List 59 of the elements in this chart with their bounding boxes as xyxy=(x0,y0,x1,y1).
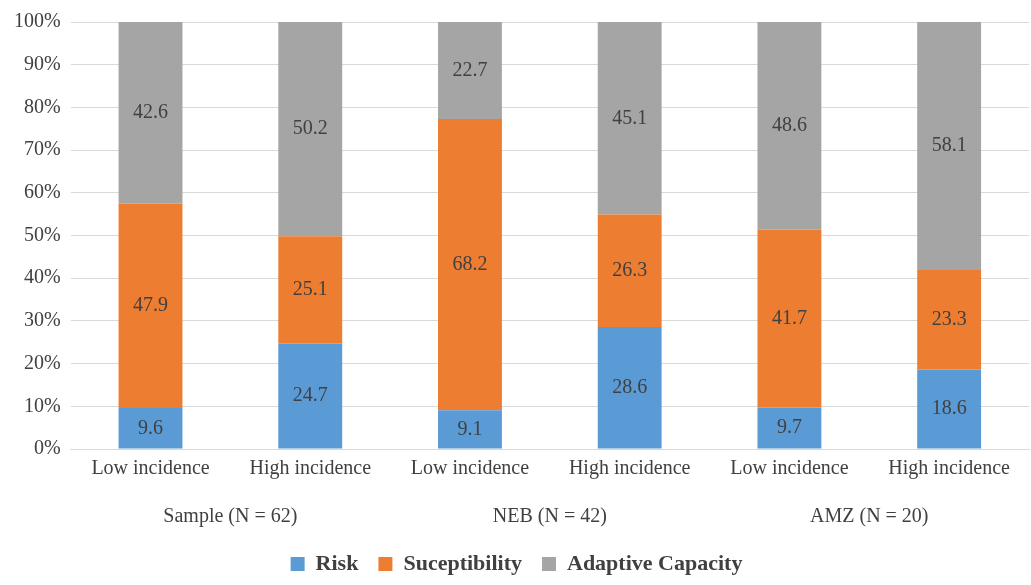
y-tick-label: 90% xyxy=(23,51,61,74)
legend-label: Suceptibility xyxy=(403,549,522,575)
y-tick-label: 80% xyxy=(23,94,61,117)
x-tick-label: High incidence xyxy=(249,456,372,480)
data-label: 68.2 xyxy=(452,251,488,274)
y-tick-label: 30% xyxy=(23,308,61,331)
bar xyxy=(757,22,822,230)
y-tick-label: 70% xyxy=(23,137,61,160)
data-label: 25.1 xyxy=(292,277,328,300)
data-label: 48.6 xyxy=(771,113,807,136)
bar xyxy=(278,343,343,449)
bar xyxy=(438,118,502,411)
bar xyxy=(917,369,982,449)
y-tick-label: 50% xyxy=(23,222,61,245)
data-label: 23.3 xyxy=(931,307,967,330)
data-label: 42.6 xyxy=(133,99,169,122)
data-label: 24.7 xyxy=(292,383,328,406)
data-label: 9.7 xyxy=(776,415,802,438)
y-tick-label: 60% xyxy=(23,180,61,203)
bar xyxy=(597,214,662,327)
bar xyxy=(917,270,982,370)
data-label: 47.9 xyxy=(133,292,169,315)
y-tick-label: 20% xyxy=(23,350,61,373)
bar xyxy=(438,22,502,119)
legend-label: Adaptive Capacity xyxy=(566,549,743,575)
data-label: 26.3 xyxy=(612,257,648,280)
y-tick-label: 0% xyxy=(33,436,61,459)
text: NEB (N = 42) xyxy=(492,504,607,528)
data-label: 9.6 xyxy=(138,415,164,438)
x-tick-label: High incidence xyxy=(888,456,1011,480)
data-label: 9.1 xyxy=(457,416,483,439)
bar xyxy=(757,229,822,408)
bar xyxy=(118,408,183,449)
x-tick-label: Low incidence xyxy=(410,456,530,479)
y-tick-label: 100% xyxy=(13,9,61,32)
y-tick-label: 40% xyxy=(23,265,61,288)
bar xyxy=(438,410,502,449)
x-tick-label: Low incidence xyxy=(730,456,849,479)
bar xyxy=(278,22,343,237)
legend-label: Risk xyxy=(315,549,360,575)
data-label: 22.7 xyxy=(452,57,488,80)
x-tick-label: High incidence xyxy=(568,456,691,480)
data-label: 41.7 xyxy=(771,305,807,328)
text: AMZ (N = 20) xyxy=(810,504,929,528)
data-label: 18.6 xyxy=(931,396,967,419)
bar xyxy=(118,22,183,204)
bar xyxy=(917,22,982,271)
y-tick-label: 10% xyxy=(23,393,61,416)
bar xyxy=(757,407,822,449)
bar xyxy=(278,236,343,344)
bar xyxy=(118,203,183,409)
data-label: 28.6 xyxy=(612,374,648,397)
data-label: 50.2 xyxy=(292,116,328,139)
text: Sample (N = 62) xyxy=(163,504,298,528)
bar xyxy=(597,326,662,449)
bar xyxy=(597,22,662,215)
x-tick-label: Low incidence xyxy=(91,456,210,479)
data-label: 58.1 xyxy=(931,133,967,156)
data-label: 45.1 xyxy=(612,105,648,128)
